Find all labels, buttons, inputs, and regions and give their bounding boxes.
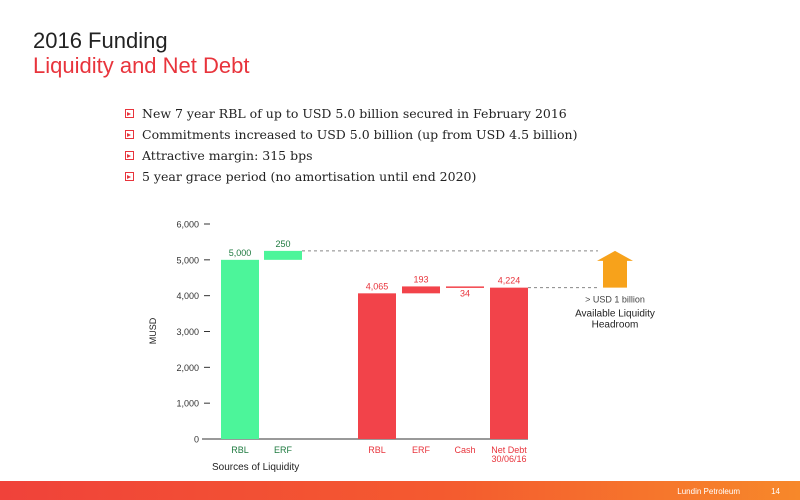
- bullet-text: New 7 year RBL of up to USD 5.0 billion …: [142, 106, 567, 121]
- data-label: 4,065: [366, 281, 389, 291]
- bullet-item: Attractive margin: 315 bps: [125, 145, 577, 166]
- bullet-item: New 7 year RBL of up to USD 5.0 billion …: [125, 103, 577, 124]
- group-label: Sources of Liquidity: [212, 462, 299, 473]
- bullet-arrow-icon: [125, 172, 134, 181]
- headroom-note: > USD 1 billion: [585, 295, 645, 305]
- x-tick-label: RBL: [368, 445, 386, 455]
- bullet-text: Commitments increased to USD 5.0 billion…: [142, 127, 578, 142]
- bullet-text: 5 year grace period (no amortisation unt…: [142, 169, 477, 184]
- bar: [221, 259, 259, 439]
- x-tick-label: Cash: [454, 445, 475, 455]
- data-label: 250: [275, 239, 290, 249]
- bullet-list: New 7 year RBL of up to USD 5.0 billion …: [125, 103, 577, 187]
- data-label: 193: [413, 274, 428, 284]
- bar: [402, 286, 440, 294]
- headroom-arrow-icon: [597, 250, 633, 288]
- y-tick-label: 1,000: [176, 399, 199, 409]
- bar: [490, 287, 528, 439]
- liquidity-waterfall-chart: 0 1,000 2,000 3,000 4,000 5,000 6,000 MUSD 5,000…: [148, 220, 655, 474]
- page-title: 2016 Funding: [33, 28, 168, 53]
- data-label: 34: [460, 289, 470, 299]
- y-tick-label: 3,000: [176, 327, 199, 337]
- data-label: 4,224: [498, 276, 521, 286]
- bullet-arrow-icon: [125, 151, 134, 160]
- bar: [358, 293, 396, 439]
- headroom-label: Available Liquidity: [575, 309, 655, 320]
- page-subtitle: Liquidity and Net Debt: [33, 53, 250, 78]
- bullet-item: 5 year grace period (no amortisation unt…: [125, 166, 577, 187]
- bar: [446, 286, 484, 288]
- y-tick-label: 5,000: [176, 255, 199, 265]
- bullet-arrow-icon: [125, 109, 134, 118]
- x-tick-label: ERF: [412, 445, 431, 455]
- y-tick-label: 0: [194, 435, 199, 445]
- y-tick-label: 4,000: [176, 291, 199, 301]
- x-tick-label: 30/06/16: [491, 454, 526, 464]
- footer-company: Lundin Petroleum: [677, 487, 740, 496]
- data-label: 5,000: [229, 248, 252, 258]
- bullet-item: Commitments increased to USD 5.0 billion…: [125, 124, 577, 145]
- y-tick-label: 2,000: [176, 363, 199, 373]
- bullet-arrow-icon: [125, 130, 134, 139]
- bullet-text: Attractive margin: 315 bps: [142, 148, 313, 163]
- headroom-label: Headroom: [592, 320, 639, 331]
- bar: [264, 250, 302, 260]
- x-tick-label: Net Debt: [491, 445, 527, 455]
- footer-bar: [0, 481, 800, 500]
- y-tick-label: 6,000: [176, 220, 199, 230]
- x-tick-label: RBL: [231, 445, 249, 455]
- x-tick-label: ERF: [274, 445, 293, 455]
- y-axis-label: MUSD: [148, 317, 158, 344]
- page-number: 14: [771, 487, 780, 496]
